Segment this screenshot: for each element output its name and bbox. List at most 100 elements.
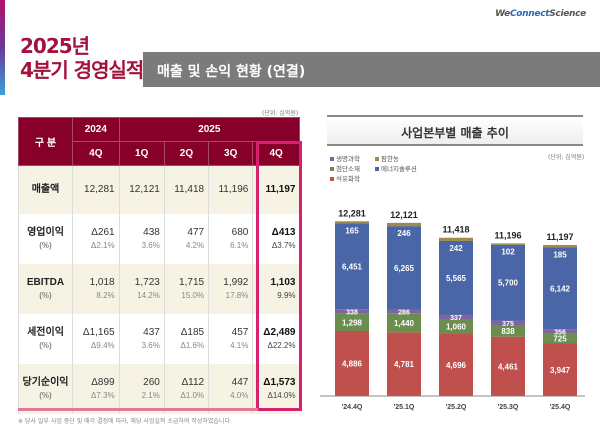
bar-segment [543,329,577,334]
financial-table: 구 분 2024 2025 4Q 1Q 2Q 3Q 4Q 매출액 12,281 12,121… [18,117,301,414]
cell-pct: 17.8% [225,290,249,300]
bar-segment [439,319,473,334]
total-label: 11,197 [546,232,573,242]
x-tick-label: '25.1Q [394,404,415,411]
legend-swatch [330,167,334,171]
bar-segment [387,309,421,314]
table-cell: 1,992 17.8% [208,263,253,314]
segment-label: 356 [554,329,566,336]
quarter-header: 4Q [252,141,300,166]
cell-value: 457 [231,326,249,338]
cell-pct: Δ22.2% [267,340,296,350]
cell-value: 1,992 [223,276,249,288]
cell-pct: 15.0% [181,290,205,300]
segment-label: 6,142 [550,284,571,293]
segment-label: 3,947 [550,366,571,375]
cell-pct: 14.2% [137,290,160,300]
cell-pct: Δ14.0% [267,390,296,400]
row-label-sub: (%) [39,290,52,300]
table-cell: 1,103 9.9% [252,263,300,314]
row-label-text: 당기순이익 [22,376,69,388]
bar-segment [543,244,577,248]
table-cell: 260 2.1% [118,363,165,414]
bar-segment [543,343,577,396]
table-unit: (단위: 십억원) [262,110,299,117]
table-cell: 12,121 [118,165,165,214]
year-header: 2024 [72,117,120,142]
bar-segment [439,314,473,320]
segment-label: 242 [449,244,463,253]
x-tick-label: '25.3Q [498,404,519,411]
table-cell: 11,196 [208,165,253,214]
quarter-header: 3Q [208,141,254,166]
bar-segment [335,223,369,310]
cell-value: 12,121 [129,184,160,196]
cell-value: Δ185 [180,326,205,338]
table-cell: 1,723 14.2% [118,263,165,314]
segment-label: 6,265 [394,264,415,273]
cell-value: Δ1,573 [263,376,296,388]
bar-segment [439,237,473,241]
segment-label: 4,461 [498,362,519,371]
cell-value: 11,197 [265,184,296,196]
table-cell: Δ2,489 Δ22.2% [252,313,300,364]
cell-value: Δ112 [181,376,205,388]
cell-value: 1,715 [179,276,205,288]
cell-value: 477 [187,226,205,238]
bar-segment [491,325,525,337]
cell-pct: 6.1% [230,240,249,250]
table-cell: 438 3.6% [118,213,165,264]
row-label-text: 영업이익 [27,226,64,238]
table-row: 매출액 12,281 12,121 11,418 11,196 11,197 [18,165,300,214]
cell-pct: Δ3.7% [271,240,296,250]
segment-label: 5,700 [498,279,519,288]
cell-value: Δ2,489 [263,326,296,338]
highlight-4q [256,141,302,411]
table-cell: Δ1,165 Δ9.4% [72,313,120,364]
cell-value: 1,723 [134,276,160,288]
segment-label: 375 [502,321,514,328]
page-title: 2025년 4분기 경영실적 [20,34,144,82]
row-label: 영업이익 (%) [18,213,73,264]
legend-item: 생명과학 [330,153,360,163]
cell-pct: 2.1% [141,390,160,400]
legend-label: 석유화학 [336,175,360,183]
table-cell: 11,197 [252,165,300,214]
total-label: 11,196 [494,230,521,240]
bar-segment [335,313,369,332]
cell-value: Δ261 [91,226,115,238]
bar-segment [387,313,421,333]
cell-pct: 4.2% [185,240,205,250]
row-label-text: 매출액 [31,184,60,196]
legend-swatch [375,167,379,171]
title-line1: 2025년 [20,34,90,58]
row-label-sub: (%) [39,240,52,250]
table-row: EBITDA (%) 1,018 8.2% 1,723 14.2% 1,715 15.0% 1,… [18,263,300,314]
segment-label: 4,696 [446,361,467,370]
total-label: 12,281 [338,208,366,218]
bar-segment [335,331,369,396]
brand-stripe [0,0,5,95]
segment-label: 4,886 [342,360,363,369]
cell-value: 680 [231,226,249,238]
segment-label: 338 [346,310,358,317]
legend-item: 팜한농 [375,153,399,163]
segment-label: 286 [398,309,410,316]
table-cell: Δ261 Δ2.1% [72,213,120,264]
legend-item: 첨단소재 [330,163,360,173]
legend-item: 석유화학 [330,173,360,183]
company-logo: WeConnectScience [495,9,586,19]
quarter-header: 1Q [118,141,165,166]
bar-segment [491,320,525,326]
segment-label: 6,451 [342,262,363,271]
section-header: 매출 및 손익 현황 (연결) [143,52,600,87]
bar-segment [491,244,525,321]
x-tick-label: '25.4Q [550,404,571,411]
cell-value: 11,418 [174,184,205,196]
segment-label: 185 [553,250,567,259]
table-cell: Δ1,573 Δ14.0% [252,363,300,414]
chart-unit: (단위: 십억원) [548,154,585,161]
row-label-sub: (%) [39,340,52,350]
segment-label: 838 [501,327,515,336]
cell-pct: Δ1.0% [180,390,205,400]
